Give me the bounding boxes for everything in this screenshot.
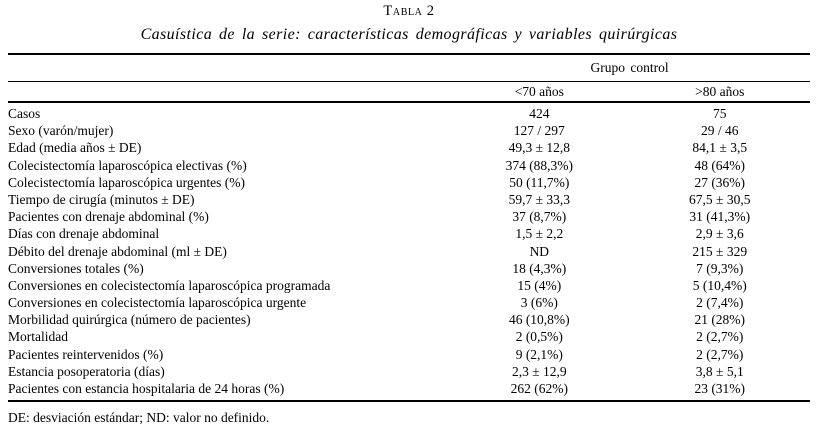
cell-under-70: 46 (10,8%) xyxy=(508,312,570,328)
cell-over-80: 2 (7,4%) xyxy=(696,295,744,311)
table-row: Morbilidad quirúrgica (número de pacient… xyxy=(8,311,810,328)
cell-over-80: 23 (31%) xyxy=(694,381,746,396)
row-label: Tiempo de cirugía (minutos ± DE) xyxy=(8,191,195,207)
row-label: Estancia posoperatoria (días) xyxy=(8,363,165,379)
column-header-under-70: <70 años xyxy=(514,83,564,99)
row-label: Conversiones totales (%) xyxy=(8,260,144,276)
row-label: Pacientes con estancia hospitalaria de 2… xyxy=(8,381,285,396)
row-label: Morbilidad quirúrgica (número de pacient… xyxy=(8,312,251,328)
cell-over-80: 27 (36%) xyxy=(694,174,746,190)
row-label: Mortalidad xyxy=(8,329,68,345)
cell-under-70: 59,7 ± 33,3 xyxy=(508,191,571,207)
cell-under-70: 262 (62%) xyxy=(510,381,568,396)
table-subtitle: Casuística de la serie: características … xyxy=(140,26,678,43)
cell-under-70: 2 (0,5%) xyxy=(515,329,563,345)
table-row: Mortalidad 2 (0,5%) 2 (2,7%) xyxy=(8,328,810,345)
table-row: Débito del drenaje abdominal (ml ± DE) N… xyxy=(8,243,810,260)
row-label: Colecistectomía laparoscópica electivas … xyxy=(8,157,247,173)
group-header-label: Grupo control xyxy=(590,60,669,75)
cell-under-70: 50 (11,7%) xyxy=(509,174,570,190)
cell-under-70: 374 (88,3%) xyxy=(505,157,574,173)
cell-over-80: 84,1 ± 3,5 xyxy=(692,140,748,156)
table-row: Tiempo de cirugía (minutos ± DE) 59,7 ± … xyxy=(8,191,810,208)
table-row: Pacientes con drenaje abdominal (%) 37 (… xyxy=(8,208,810,225)
table-row: Colecistectomía laparoscópica electivas … xyxy=(8,157,810,174)
row-label: Sexo (varón/mujer) xyxy=(8,123,114,139)
table-row: Estancia posoperatoria (días) 2,3 ± 12,9… xyxy=(8,363,810,380)
table-row: Edad (media años ± DE) 49,3 ± 12,8 84,1 … xyxy=(8,139,810,156)
cell-under-70: 18 (4,3%) xyxy=(512,260,567,276)
table-row: Días con drenaje abdominal 1,5 ± 2,2 2,9… xyxy=(8,225,810,242)
cell-under-70: 1,5 ± 2,2 xyxy=(515,226,564,242)
cell-over-80: 7 (9,3%) xyxy=(696,260,744,276)
cell-under-70: 15 (4%) xyxy=(517,277,562,293)
cell-over-80: 3,8 ± 5,1 xyxy=(695,363,744,379)
cell-over-80: 2 (2,7%) xyxy=(696,329,744,345)
table-body: Casos 424 75 Sexo (varón/mujer) 127 / 29… xyxy=(8,101,810,403)
cell-over-80: 5 (10,4%) xyxy=(692,277,747,293)
table-row: Pacientes reintervenidos (%) 9 (2,1%) 2 … xyxy=(8,346,810,363)
cell-under-70: 424 xyxy=(529,106,550,121)
table-footnote: DE: desviación estándar; ND: valor no de… xyxy=(8,410,270,426)
cell-under-70: 37 (8,7%) xyxy=(512,209,567,225)
column-header-row: <70 años >80 años xyxy=(8,81,810,101)
row-label: Edad (media años ± DE) xyxy=(8,140,142,156)
table-row: Casos 424 75 xyxy=(8,105,810,122)
cell-over-80: 29 / 46 xyxy=(700,123,739,139)
column-header-over-80: >80 años xyxy=(695,83,745,99)
row-label: Conversiones en colecistectomía laparosc… xyxy=(8,295,307,311)
cell-over-80: 67,5 ± 30,5 xyxy=(689,191,751,207)
group-header-row: Grupo control xyxy=(8,53,810,81)
cell-under-70: ND xyxy=(529,243,550,259)
row-label: Casos xyxy=(8,106,41,121)
table-row: Sexo (varón/mujer) 127 / 297 29 / 46 xyxy=(8,122,810,139)
data-table: Grupo control <70 años >80 años Casos 42… xyxy=(8,53,810,403)
table-row: Conversiones en colecistectomía laparosc… xyxy=(8,277,810,294)
cell-over-80: 21 (28%) xyxy=(694,312,746,328)
cell-over-80: 215 ± 329 xyxy=(692,243,748,259)
row-label: Débito del drenaje abdominal (ml ± DE) xyxy=(8,243,227,259)
cell-over-80: 2 (2,7%) xyxy=(696,346,744,362)
row-label: Pacientes con drenaje abdominal (%) xyxy=(8,209,209,225)
cell-under-70: 49,3 ± 12,8 xyxy=(508,140,571,156)
row-label: Pacientes reintervenidos (%) xyxy=(8,346,164,362)
cell-over-80: 48 (64%) xyxy=(694,157,746,173)
table-row: Conversiones en colecistectomía laparosc… xyxy=(8,294,810,311)
cell-over-80: 2,9 ± 3,6 xyxy=(695,226,744,242)
table-row: Colecistectomía laparoscópica urgentes (… xyxy=(8,174,810,191)
row-label: Conversiones en colecistectomía laparosc… xyxy=(8,277,331,293)
cell-over-80: 75 xyxy=(713,106,727,121)
cell-under-70: 3 (6%) xyxy=(520,295,558,311)
row-label: Días con drenaje abdominal xyxy=(8,226,160,242)
cell-under-70: 2,3 ± 12,9 xyxy=(511,363,567,379)
table-row: Pacientes con estancia hospitalaria de 2… xyxy=(8,380,810,397)
cell-under-70: 9 (2,1%) xyxy=(515,346,563,362)
table-row: Conversiones totales (%) 18 (4,3%) 7 (9,… xyxy=(8,260,810,277)
page-title: Tabla 2 xyxy=(383,3,435,19)
row-label: Colecistectomía laparoscópica urgentes (… xyxy=(8,174,246,190)
cell-over-80: 31 (41,3%) xyxy=(689,209,751,225)
cell-under-70: 127 / 297 xyxy=(513,123,565,139)
